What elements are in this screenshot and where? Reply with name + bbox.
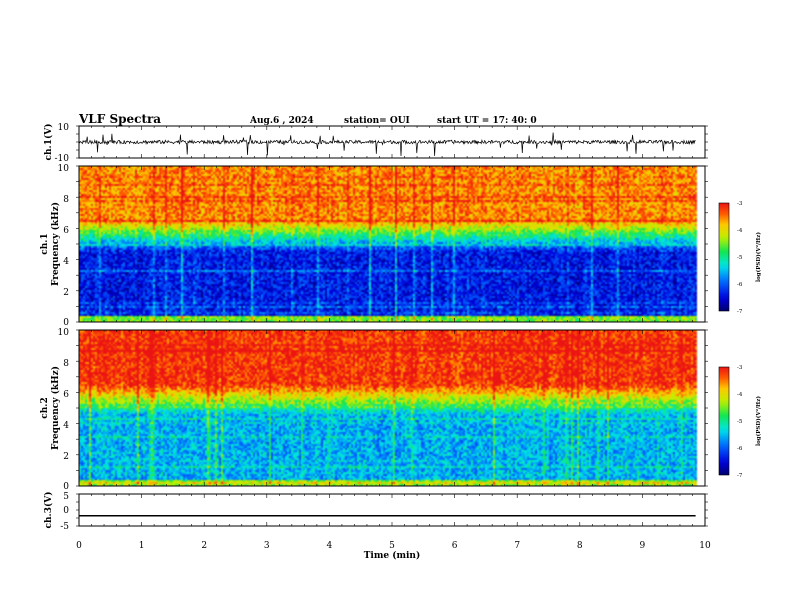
start-time-label: start UT = 17: 40: 0 bbox=[437, 116, 537, 126]
ch1-spectrogram-ytick-label: 10 bbox=[58, 164, 70, 174]
time-axis-tick-label: 4 bbox=[327, 541, 333, 551]
ch1-colorbar-tick-label: -5 bbox=[737, 255, 743, 261]
ch2-colorbar-tick-label: -7 bbox=[737, 473, 743, 479]
time-axis-tick-label: 2 bbox=[201, 541, 207, 551]
ch2-colorbar-gradient bbox=[719, 367, 729, 475]
ch2-spectrogram-ytick-label: 6 bbox=[63, 390, 69, 400]
ch1-spectrogram-ticks bbox=[76, 165, 708, 323]
ch1-spectrogram-ytick-label: 8 bbox=[63, 195, 69, 205]
ch2-spectrogram-image bbox=[79, 330, 705, 486]
ch2-spectrogram-ylabel-channel: ch.2 bbox=[40, 397, 50, 418]
ch2-colorbar-label: log(PSD)(V²/Hz) bbox=[755, 396, 762, 446]
ch1-spectrogram-ytick-label: 0 bbox=[63, 318, 69, 328]
time-axis-tick-label: 5 bbox=[389, 541, 395, 551]
ch1-colorbar: -3 -4 -5 -6 -7 log(PSD)(V²/Hz) bbox=[718, 201, 762, 315]
ch2-spectrogram-ticks bbox=[76, 329, 708, 487]
ch3-waveform-ytick-label: -5 bbox=[60, 522, 69, 532]
ch1-waveform-ytick-label: 10 bbox=[58, 123, 70, 133]
ch1-waveform-ytick-label: -10 bbox=[55, 154, 70, 164]
ch1-waveform-ylabel: ch.1(V) bbox=[43, 124, 54, 161]
ch1-colorbar-frame bbox=[718, 202, 730, 312]
ch1-colorbar-label: log(PSD)(V²/Hz) bbox=[755, 232, 762, 282]
ch1-colorbar-tick-label: -6 bbox=[737, 282, 743, 288]
ch3-waveform-ticks bbox=[76, 493, 708, 527]
ch1-spectrogram-panel: 10 8 6 4 2 0 ch.1 Frequency (kHz) bbox=[40, 164, 708, 328]
ch2-colorbar-tick-label: -3 bbox=[737, 365, 743, 371]
ch2-spectrogram-ytick-label: 2 bbox=[63, 452, 69, 462]
ch2-colorbar: -3 -4 -5 -6 -7 log(PSD)(V²/Hz) bbox=[718, 365, 762, 479]
ch1-colorbar-gradient bbox=[719, 203, 729, 311]
ch1-spectrogram-ytick-label: 6 bbox=[63, 226, 69, 236]
ch2-spectrogram-ytick-label: 8 bbox=[63, 359, 69, 369]
ch1-spectrogram-image bbox=[79, 166, 705, 322]
ch2-spectrogram-ytick-label: 0 bbox=[63, 482, 69, 492]
ch1-colorbar-tick-label: -7 bbox=[737, 309, 743, 315]
ch2-colorbar-frame bbox=[718, 366, 730, 476]
ch1-spectrogram-ytick-label: 4 bbox=[63, 257, 69, 267]
station-label: station= OUI bbox=[344, 116, 410, 126]
time-axis-tick-label: 9 bbox=[640, 541, 646, 551]
ch3-waveform-frame bbox=[78, 493, 706, 527]
ch3-waveform-panel: 5 0 -5 ch.3(V) bbox=[43, 492, 708, 532]
ch2-colorbar-tick-label: -5 bbox=[737, 419, 743, 425]
ch2-spectrogram-panel: 10 8 6 4 2 0 ch.2 Frequency (kHz) bbox=[40, 328, 708, 492]
ch2-spectrogram-ytick-label: 4 bbox=[63, 421, 69, 431]
date-label: Aug.6 , 2024 bbox=[249, 116, 314, 126]
ch1-waveform-line bbox=[78, 132, 696, 157]
time-axis-tick-label: 1 bbox=[139, 541, 145, 551]
time-axis-tick-label: 7 bbox=[514, 541, 520, 551]
ch1-colorbar-tick-label: -3 bbox=[737, 201, 743, 207]
ch1-spectrogram-ylabel-channel: ch.1 bbox=[40, 233, 50, 254]
ch1-waveform-panel: 10 -10 ch.1(V) bbox=[43, 123, 708, 164]
ch1-spectrogram-ylabel-frequency: Frequency (kHz) bbox=[50, 202, 61, 286]
time-axis-tick-labels: 0 1 2 3 4 5 6 7 8 9 10 bbox=[76, 541, 711, 551]
time-axis-tick-label: 0 bbox=[76, 541, 82, 551]
time-axis-tick-label: 8 bbox=[577, 541, 583, 551]
time-axis-tick-label: 6 bbox=[452, 541, 458, 551]
ch3-waveform-ytick-label: 0 bbox=[63, 506, 69, 516]
ch1-colorbar-tick-label: -4 bbox=[737, 228, 743, 234]
time-axis-tick-label: 3 bbox=[264, 541, 270, 551]
ch2-colorbar-tick-label: -6 bbox=[737, 446, 743, 452]
ch2-colorbar-tick-label: -4 bbox=[737, 392, 743, 398]
ch3-waveform-ylabel: ch.3(V) bbox=[43, 492, 54, 529]
ch3-waveform-ytick-label: 5 bbox=[63, 492, 69, 502]
time-axis-tick-label: 10 bbox=[699, 541, 711, 551]
ch2-spectrogram-ylabel-frequency: Frequency (kHz) bbox=[50, 366, 61, 450]
ch1-waveform-ticks bbox=[76, 125, 708, 159]
ch1-waveform-trace bbox=[78, 132, 696, 157]
time-axis-label: Time (min) bbox=[364, 550, 421, 561]
ch1-spectrogram-ytick-label: 2 bbox=[63, 288, 69, 298]
figure-title: VLF Spectra bbox=[78, 112, 161, 126]
ch2-spectrogram-ytick-label: 10 bbox=[58, 328, 70, 338]
